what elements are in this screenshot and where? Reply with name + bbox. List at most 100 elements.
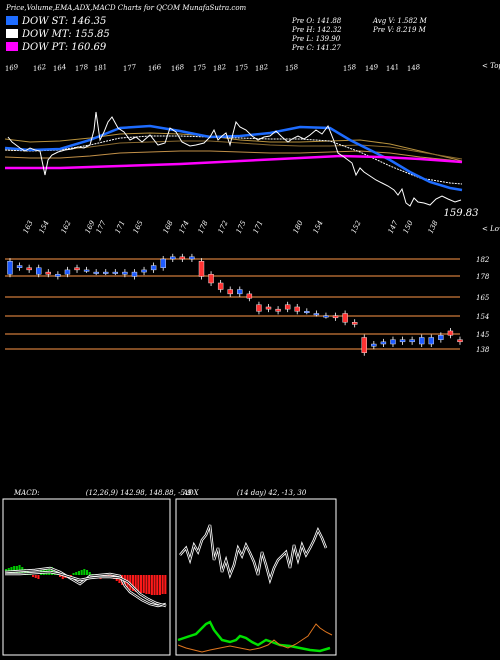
macd-histogram-bar xyxy=(137,575,140,592)
top-tick-label: 178 xyxy=(74,63,89,73)
avg-volume: Avg V: 1.582 M xyxy=(373,17,427,25)
candle-body xyxy=(419,337,425,345)
candle-body xyxy=(323,315,329,318)
macd-histogram-bar xyxy=(77,571,80,575)
candle-body xyxy=(342,313,348,323)
prev-open: Pre O: 141.88 xyxy=(292,17,342,25)
candle-body xyxy=(227,289,233,295)
macd-histogram-bar xyxy=(59,575,62,577)
ema-st-line xyxy=(4,124,463,192)
low-tick-label: 171 xyxy=(252,219,265,235)
candle-body xyxy=(131,271,138,277)
adx-line-inner xyxy=(179,524,327,582)
macd-histogram-bar xyxy=(140,575,143,593)
candles xyxy=(7,253,463,356)
candle-body xyxy=(198,260,205,277)
candle-body xyxy=(64,269,71,275)
legend-pt-swatch xyxy=(6,42,18,51)
macd-label: MACD: xyxy=(14,489,40,497)
legend-pt-label: DOW PT: 160.69 xyxy=(22,42,107,53)
candle-body xyxy=(45,271,51,275)
macd-histogram-bar xyxy=(156,575,159,595)
top-tick-label: 164 xyxy=(52,63,67,73)
macd-histogram-bar xyxy=(50,567,53,575)
top-tick-label: 181 xyxy=(93,63,108,73)
low-tick-label: 175 xyxy=(235,219,248,235)
top-tick-label: 177 xyxy=(122,63,137,73)
macd-line-inner xyxy=(4,567,167,607)
macd-histogram-bar xyxy=(153,575,156,595)
ema-band-3 xyxy=(4,150,463,163)
low-tick-label: 178 xyxy=(197,219,210,235)
adx-values: (14 day) 42, -13, 30 xyxy=(236,489,307,497)
candle-body xyxy=(160,258,166,268)
top-tick-label: 182 xyxy=(212,63,227,73)
low-tick-label: 174 xyxy=(178,219,191,235)
candle-body xyxy=(237,289,243,295)
prev-volume: Pre V: 8.219 M xyxy=(373,26,426,34)
macd-signal-inner xyxy=(5,571,167,607)
tops-label: < Tops xyxy=(482,62,500,70)
candle-body xyxy=(399,339,406,343)
candle-chart: 182 178 165 154 145 138 xyxy=(5,253,490,356)
price-level-label: 154 xyxy=(476,313,489,321)
low-tick-label: 171 xyxy=(114,219,127,235)
low-tick-label: 154 xyxy=(312,219,325,235)
low-tick-label: 150 xyxy=(402,219,415,235)
chart-title: Price,Volume,EMA,ADX,MACD Charts for QCO… xyxy=(6,4,247,12)
candle-body xyxy=(304,311,310,314)
prev-high: Pre H: 142.32 xyxy=(292,26,342,34)
candle-body xyxy=(284,304,291,310)
macd-histogram-bar xyxy=(131,575,134,591)
low-tick-label: 152 xyxy=(350,219,363,235)
macd-histogram-bar xyxy=(83,569,86,575)
macd-histogram-bar xyxy=(158,575,161,595)
candle-body xyxy=(217,282,224,290)
macd-histogram-bar xyxy=(134,575,137,592)
candle-body xyxy=(447,330,454,336)
legend-st-label: DOW ST: 146.35 xyxy=(22,16,107,27)
price-level-label: 138 xyxy=(476,346,490,354)
candle-body xyxy=(265,306,272,310)
legend-st-swatch xyxy=(6,16,18,25)
candle-body xyxy=(93,271,99,274)
candle-body xyxy=(83,269,90,272)
low-tick-label: 147 xyxy=(387,219,400,235)
candle-body xyxy=(112,271,119,274)
candle-body xyxy=(390,339,396,345)
ema-band-2 xyxy=(4,140,463,160)
macd-histogram-bar xyxy=(150,575,153,595)
candle-body xyxy=(294,306,300,312)
price-levels: 182 178 165 154 145 138 xyxy=(5,256,490,354)
top-tick-label: 166 xyxy=(147,63,162,73)
top-tick-label: 148 xyxy=(406,63,421,73)
top-tick-label: 158 xyxy=(342,63,357,73)
macd-histogram-bar xyxy=(86,570,89,575)
prev-low: Pre L: 139.90 xyxy=(292,35,341,43)
top-tick-label: 149 xyxy=(364,63,379,73)
macd-header: MACD: (12,26,9) 142.98, 148.88, -5.9 xyxy=(14,489,192,497)
low-tick-label: 162 xyxy=(60,219,73,235)
macd-histogram-bar xyxy=(161,575,164,594)
legend-pt: DOW PT: 160.69 xyxy=(6,42,110,55)
low-tick-label: 163 xyxy=(22,219,35,235)
candle-body xyxy=(7,260,13,275)
ema-chart: < Tops < Lows 16916216417818117716616817… xyxy=(4,62,500,235)
low-tick-label: 168 xyxy=(162,219,175,235)
adx-header: ADX (14 day) 42, -13, 30 xyxy=(183,489,306,497)
candle-body xyxy=(170,256,176,260)
candle-body xyxy=(313,313,320,316)
lows-label: < Lows xyxy=(482,225,500,233)
top-tick-label: 168 xyxy=(170,63,185,73)
candle-body xyxy=(457,339,463,343)
last-price-label: 159.83 xyxy=(444,208,479,219)
candle-body xyxy=(351,322,358,325)
candle-body xyxy=(74,267,80,271)
top-tick-label: 158 xyxy=(284,63,299,73)
price-level-label: 165 xyxy=(476,294,490,302)
legend-mt: DOW MT: 155.85 xyxy=(6,29,110,42)
price-level-label: 182 xyxy=(476,256,490,264)
macd-histogram-bar xyxy=(88,572,91,575)
prev-close: Pre C: 141.27 xyxy=(292,44,341,52)
top-tick-labels: 169 162 164 178 181 177 166 168 175 182 175 182 158 1… xyxy=(4,63,421,73)
